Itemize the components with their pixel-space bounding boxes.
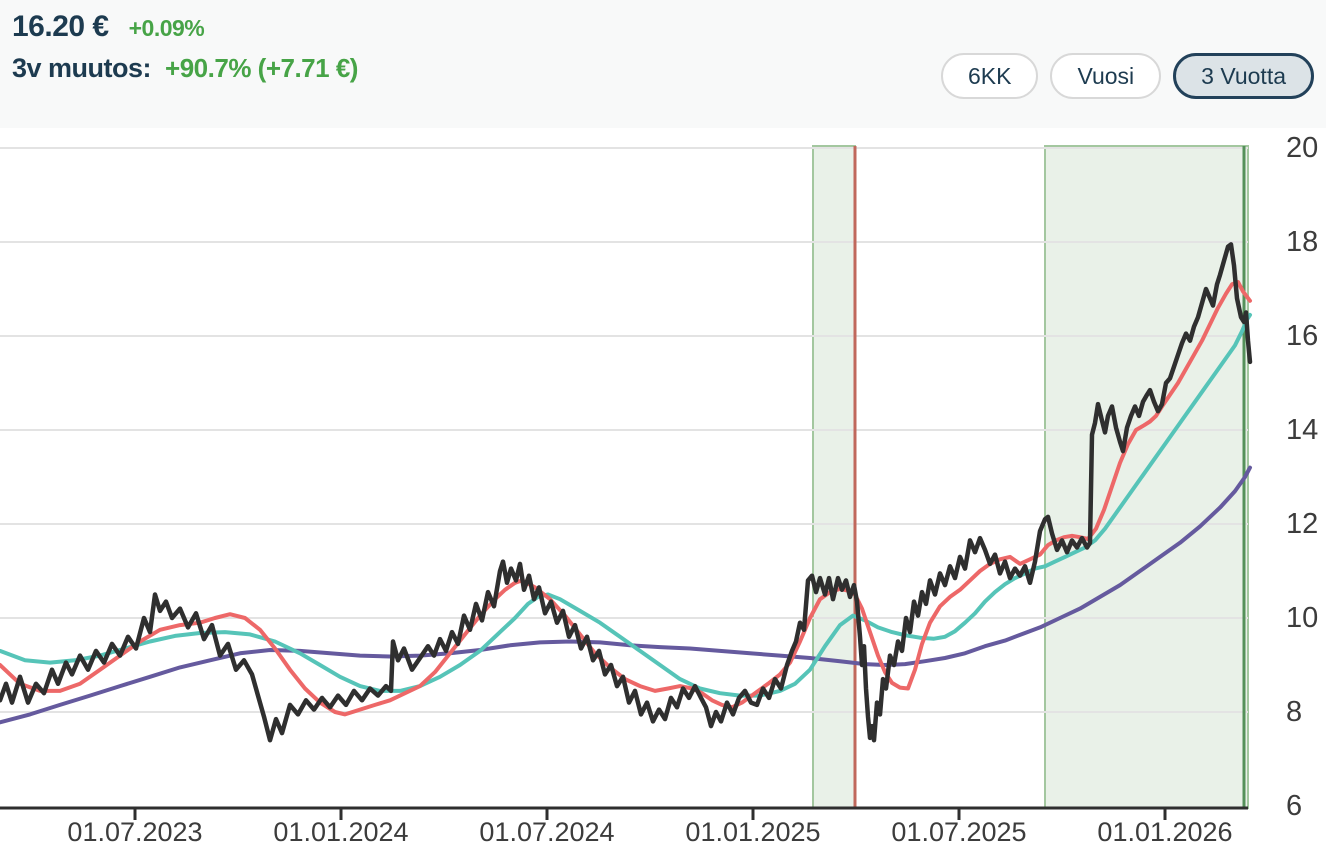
y-axis-label: 12 — [1286, 508, 1318, 540]
range-button-3-vuotta[interactable]: 3 Vuotta — [1173, 53, 1314, 99]
range-button-6kk[interactable]: 6KK — [941, 53, 1039, 99]
x-axis-label: 01.07.2025 — [891, 817, 1026, 847]
y-axis-label: 20 — [1286, 132, 1318, 164]
x-axis-label: 01.01.2024 — [273, 817, 408, 847]
highlight-band — [1044, 145, 1249, 809]
x-axis-label: 01.07.2024 — [479, 817, 614, 847]
highlight-band — [812, 145, 856, 809]
chart-area: 01.07.2023 01.01.2024 01.07.2024 01.01.2025… — [0, 128, 1326, 854]
current-price: 16.20 € — [12, 10, 109, 43]
range-button-vuosi[interactable]: Vuosi — [1050, 53, 1162, 99]
series-price — [0, 242, 1253, 743]
y-axis-label: 10 — [1286, 602, 1318, 634]
price-block: 16.20 € +0.09% 3v muutos: +90.7% (+7.71 … — [12, 10, 358, 84]
y-axis-label: 8 — [1286, 696, 1302, 728]
y-axis-label: 6 — [1286, 790, 1302, 822]
y-axis-label: 14 — [1286, 414, 1318, 446]
chart-header: 16.20 € +0.09% 3v muutos: +90.7% (+7.71 … — [0, 0, 1326, 128]
x-axis-label: 01.07.2023 — [67, 817, 202, 847]
series-ma-long — [0, 465, 1252, 725]
y-axis-label: 16 — [1286, 320, 1318, 352]
daily-change-percent: +0.09% — [128, 15, 205, 41]
period-change-label: 3v muutos: — [12, 53, 152, 83]
series-ma-medium — [0, 312, 1252, 698]
range-selector: 6KK Vuosi 3 Vuotta — [941, 53, 1314, 99]
x-axis-label: 01.01.2025 — [685, 817, 820, 847]
price-chart[interactable]: 01.07.2023 01.01.2024 01.07.2024 01.01.2025… — [0, 128, 1326, 854]
y-axis-label: 18 — [1286, 226, 1318, 258]
period-change-value: +90.7% (+7.71 €) — [165, 53, 358, 83]
x-axis-label: 01.01.2026 — [1097, 817, 1232, 847]
series-ma-short — [0, 280, 1252, 717]
